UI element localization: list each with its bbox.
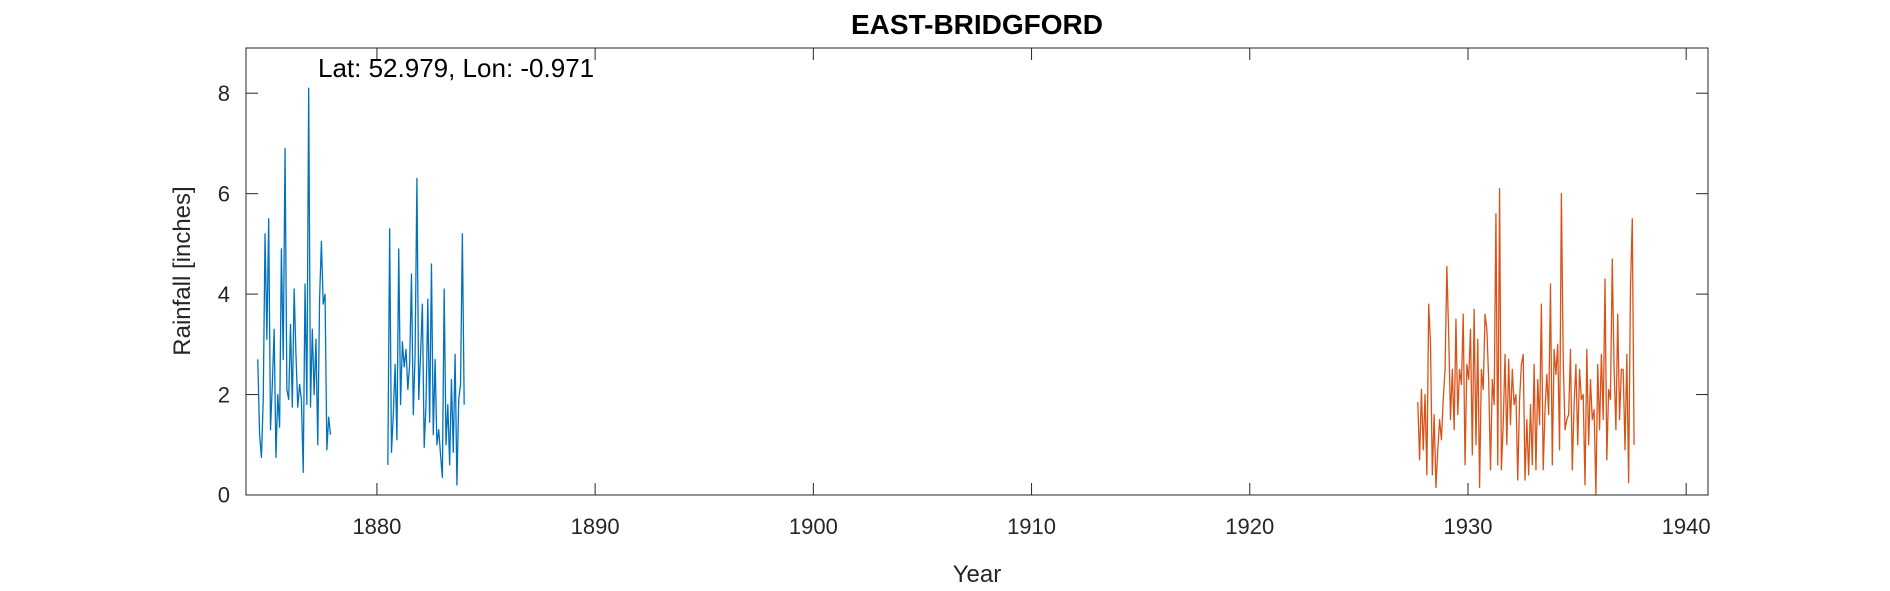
x-tick-label: 1900 [789, 514, 838, 539]
y-axis-label: Rainfall [inches] [169, 186, 196, 355]
series-2-line [1417, 187, 1635, 496]
y-tick-label: 8 [218, 81, 230, 106]
y-tick-label: 4 [218, 282, 230, 307]
chart-title: EAST-BRIDGFORD [851, 9, 1103, 40]
x-axis-label: Year [953, 561, 1002, 588]
axes-box [245, 47, 1709, 496]
x-tick-label: 1880 [352, 514, 401, 539]
series-1-segment-1-line [387, 177, 465, 486]
plot-area [246, 48, 1708, 495]
location-annotation: Lat: 52.979, Lon: -0.971 [318, 53, 594, 83]
y-tick-label: 6 [218, 181, 230, 206]
y-tick-label: 0 [218, 483, 230, 508]
series-1-line [257, 87, 332, 474]
x-tick-label: 1910 [1007, 514, 1056, 539]
x-tick-label: 1890 [571, 514, 620, 539]
x-tick-label: 1920 [1225, 514, 1274, 539]
x-tick-label: 1940 [1662, 514, 1711, 539]
x-tick-label: 1930 [1443, 514, 1492, 539]
y-tick-label: 2 [218, 382, 230, 407]
